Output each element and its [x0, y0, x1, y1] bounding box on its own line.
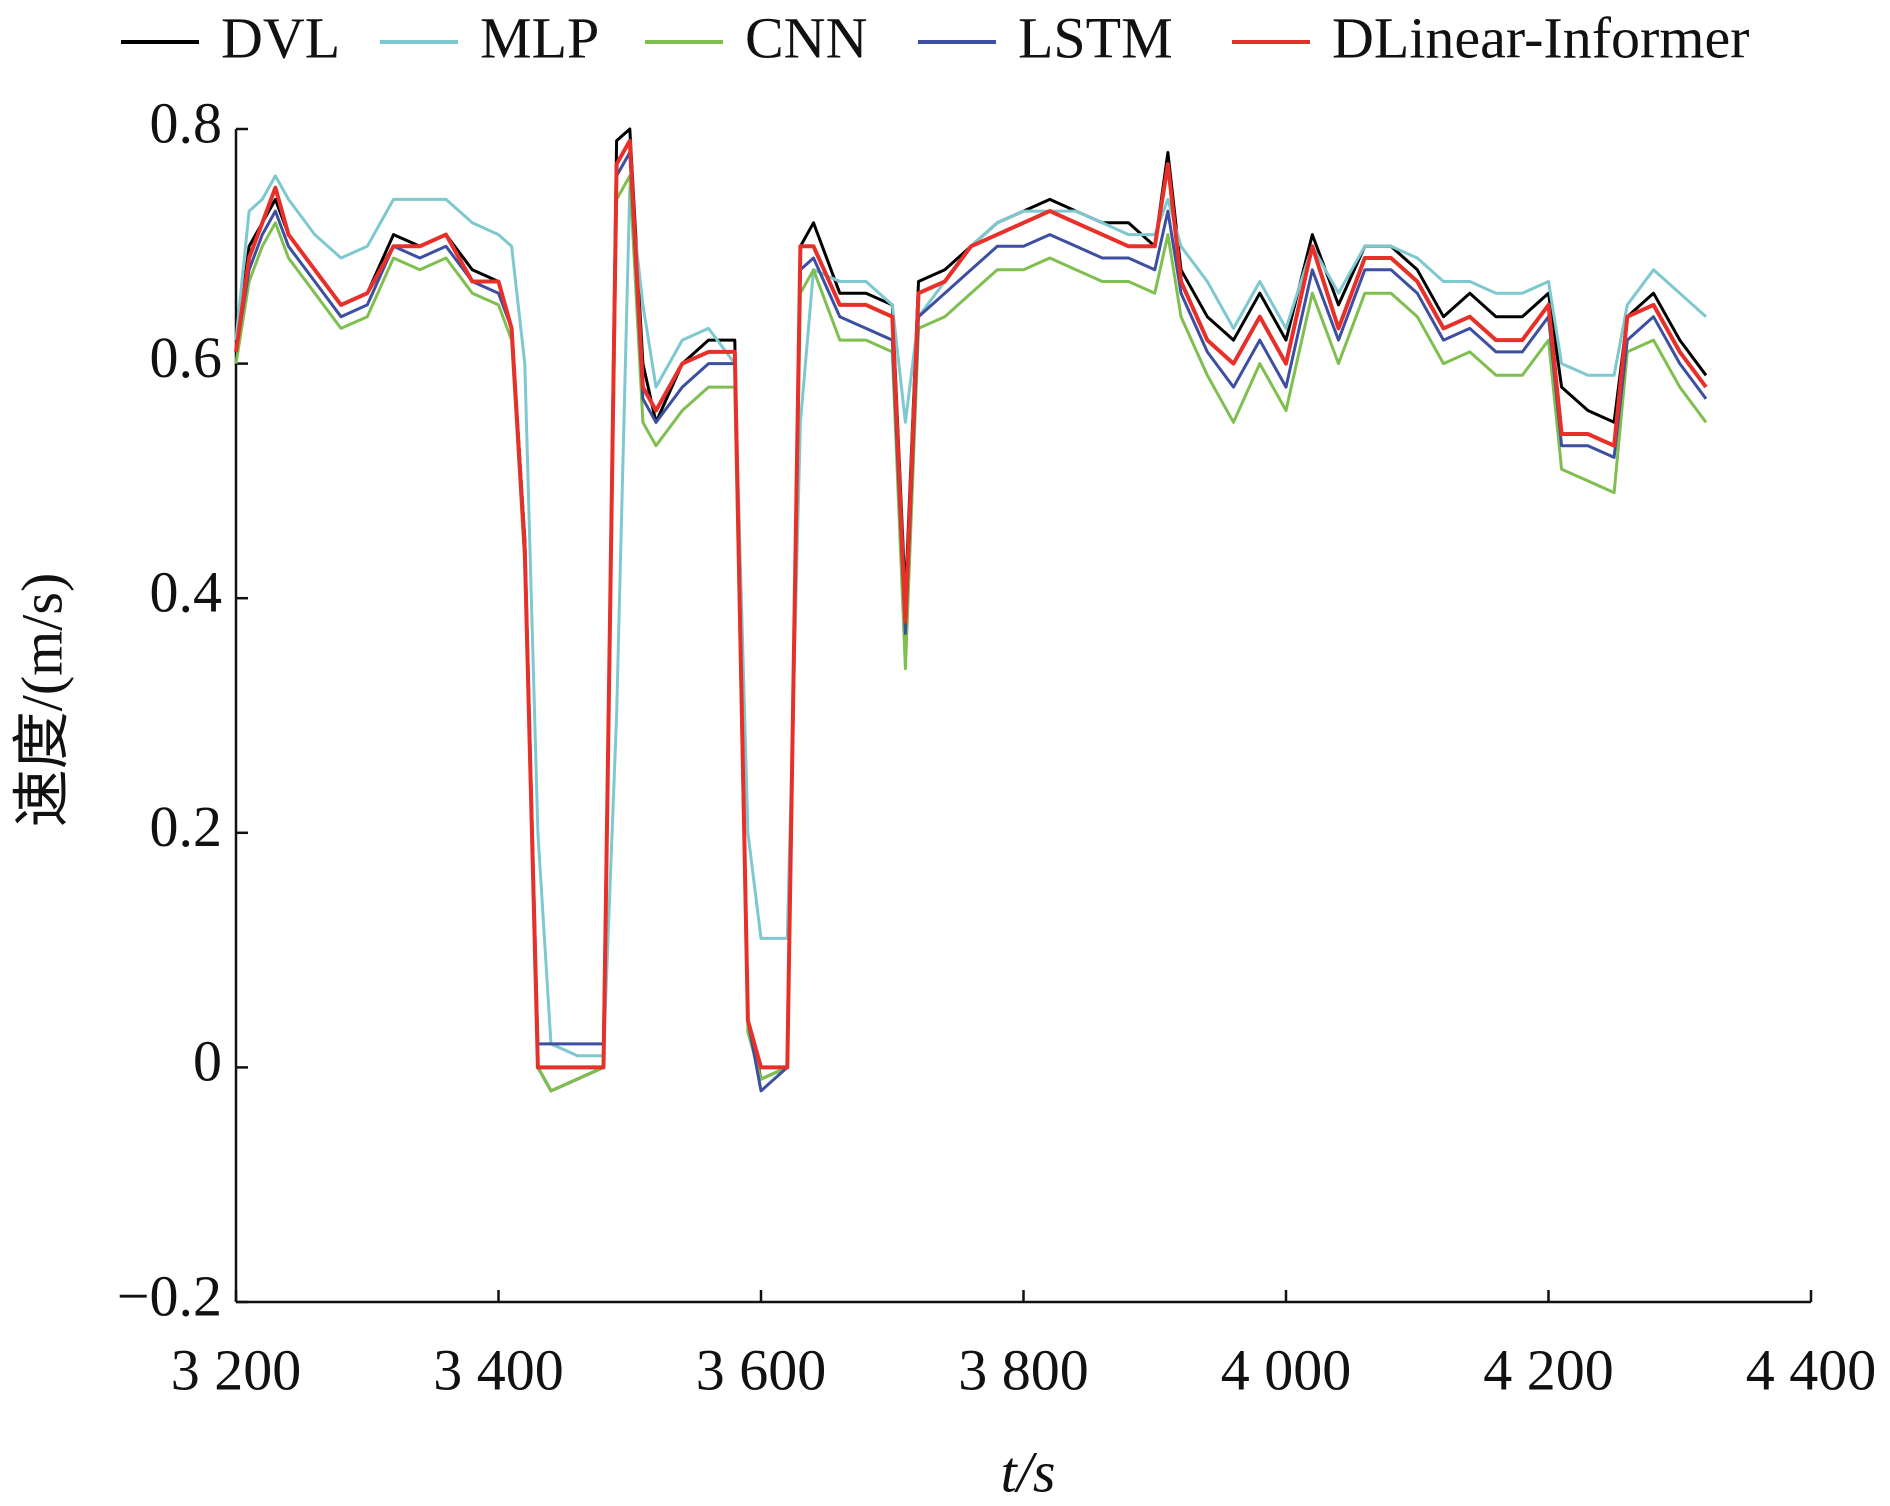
y-tick-label: 0.4: [150, 560, 223, 625]
legend-label: LSTM: [1018, 5, 1173, 70]
x-tick-label: 4 400: [1746, 1337, 1877, 1402]
x-tick-label: 4 200: [1483, 1337, 1614, 1402]
y-tick-label: 0: [193, 1029, 222, 1094]
series-line: [234, 138, 1708, 1070]
y-tick-label: 0.2: [150, 794, 223, 859]
legend-label: CNN: [745, 5, 867, 70]
legend-label: MLP: [480, 5, 599, 70]
legend-label: DLinear-Informer: [1332, 5, 1750, 70]
y-tick-label: −0.2: [117, 1263, 222, 1328]
x-tick-label: 3 800: [958, 1337, 1089, 1402]
x-tick-label: 3 400: [433, 1337, 564, 1402]
y-tick-label: 0.6: [150, 325, 223, 390]
x-axis-label: t/s: [1001, 1439, 1056, 1504]
y-axis-label: 速度/(m/s): [9, 573, 74, 828]
legend-label: DVL: [221, 5, 340, 70]
series-line: [234, 174, 1708, 1093]
x-tick-label: 3 600: [696, 1337, 827, 1402]
series-line: [234, 174, 1708, 1058]
y-tick-label: 0.8: [150, 90, 223, 155]
x-tick-label: 4 000: [1221, 1337, 1352, 1402]
x-tick-label: 3 200: [171, 1337, 302, 1402]
